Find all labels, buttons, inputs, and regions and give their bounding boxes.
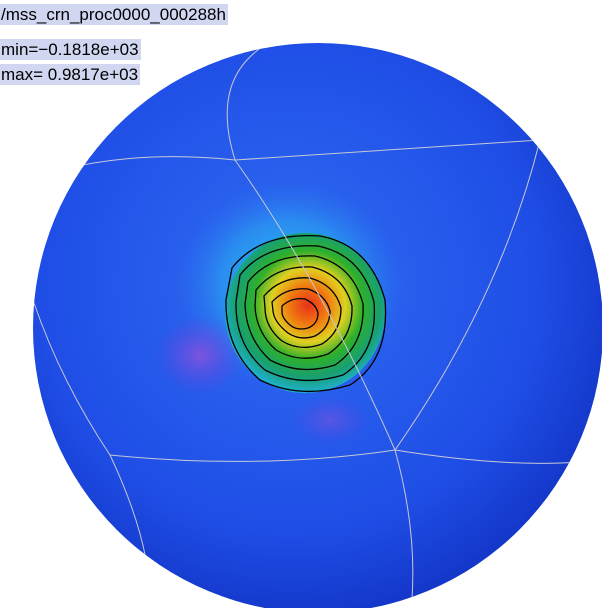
low-region [290,395,370,445]
sphere-render [0,0,602,608]
file-label: /mss_crn_proc0000_000288h [0,4,228,25]
min-label: min=−0.1818e+03 [0,39,141,60]
viewer: /mss_crn_proc0000_000288h min=−0.1818e+0… [0,0,602,608]
max-label: max= 0.9817e+03 [0,64,140,85]
